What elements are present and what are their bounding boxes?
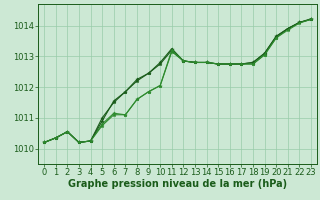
X-axis label: Graphe pression niveau de la mer (hPa): Graphe pression niveau de la mer (hPa) [68,179,287,189]
